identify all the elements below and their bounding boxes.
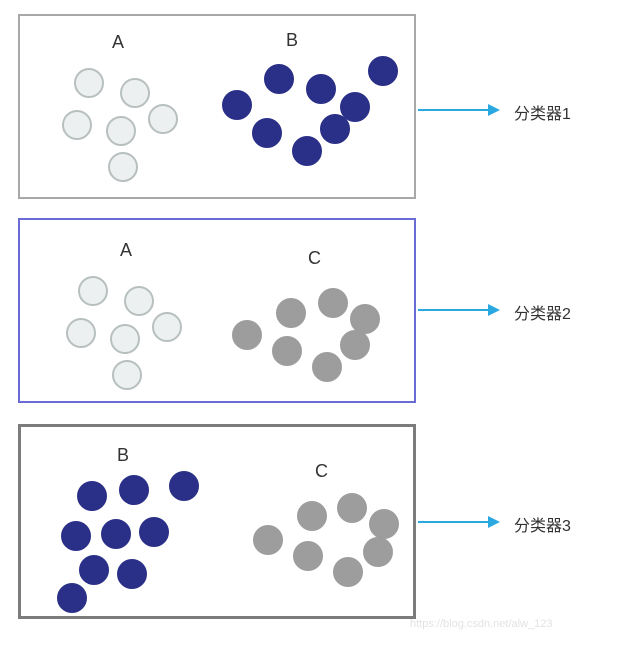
data-point-a [152,312,182,342]
data-point-a [110,324,140,354]
data-point-c [369,509,399,539]
panel-p3: BC [18,424,416,619]
cluster-label: A [112,32,124,53]
data-point-c [312,352,342,382]
data-point-a [66,318,96,348]
data-point-c [318,288,348,318]
data-point-b [117,559,147,589]
data-point-c [337,493,367,523]
data-point-c [232,320,262,350]
data-point-a [108,152,138,182]
data-point-b [222,90,252,120]
cluster-label: B [117,445,129,466]
data-point-b [264,64,294,94]
data-point-a [62,110,92,140]
cluster-label: A [120,240,132,261]
data-point-c [293,541,323,571]
data-point-b [101,519,131,549]
classifier-label: 分类器3 [514,512,571,536]
data-point-b [306,74,336,104]
data-point-b [57,583,87,613]
panel-p2: AC [18,218,416,403]
data-point-b [77,481,107,511]
data-point-a [106,116,136,146]
watermark-text: https://blog.csdn.net/alw_123 [410,618,552,630]
cluster-label: C [315,461,328,482]
data-point-c [253,525,283,555]
data-point-b [252,118,282,148]
data-point-b [169,471,199,501]
data-point-b [139,517,169,547]
diagram-root: AB分类器1AC分类器2BC分类器3https://blog.csdn.net/… [10,10,611,635]
data-point-a [120,78,150,108]
arrow-head-icon [488,104,500,116]
data-point-a [148,104,178,134]
arrow-head-icon [488,516,500,528]
data-point-a [124,286,154,316]
data-point-b [119,475,149,505]
data-point-c [340,330,370,360]
data-point-c [333,557,363,587]
panel-p1: AB [18,14,416,199]
data-point-a [112,360,142,390]
data-point-c [276,298,306,328]
data-point-a [74,68,104,98]
data-point-b [61,521,91,551]
arrow-head-icon [488,304,500,316]
data-point-b [320,114,350,144]
data-point-b [79,555,109,585]
data-point-a [78,276,108,306]
arrow-line [418,309,490,311]
data-point-b [368,56,398,86]
classifier-label: 分类器1 [514,100,571,124]
classifier-label: 分类器2 [514,300,571,324]
data-point-c [297,501,327,531]
data-point-c [363,537,393,567]
arrow-line [418,521,490,523]
arrow-line [418,109,490,111]
data-point-b [292,136,322,166]
cluster-label: C [308,248,321,269]
data-point-c [272,336,302,366]
cluster-label: B [286,30,298,51]
